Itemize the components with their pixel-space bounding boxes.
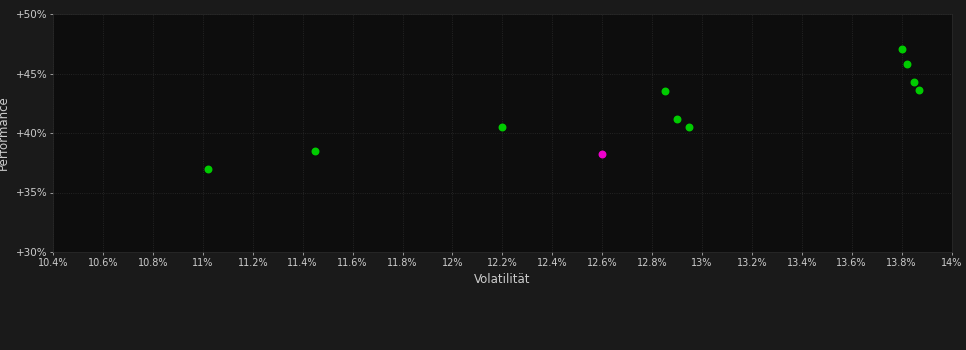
- Point: [200, 166, 215, 172]
- Point: [495, 124, 510, 130]
- Point: [906, 79, 922, 85]
- Point: [594, 152, 610, 157]
- Point: [669, 116, 685, 121]
- Point: [894, 46, 909, 51]
- Point: [307, 148, 323, 154]
- Point: [657, 89, 672, 94]
- Point: [911, 88, 926, 93]
- X-axis label: Volatilität: Volatilität: [474, 273, 530, 286]
- Point: [898, 61, 914, 67]
- Y-axis label: Performance: Performance: [0, 96, 11, 170]
- Point: [682, 124, 697, 130]
